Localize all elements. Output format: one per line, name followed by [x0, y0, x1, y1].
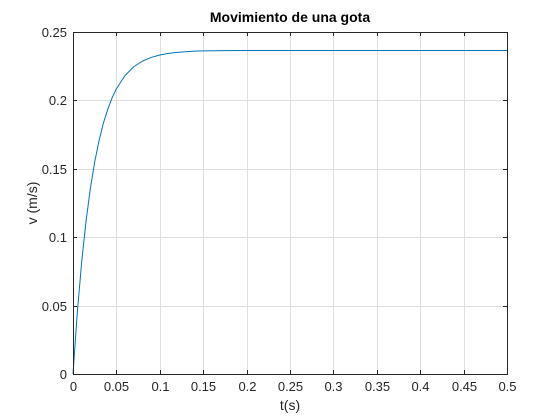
- x-axis-label: t(s): [280, 397, 300, 413]
- x-tick-label: 0.5: [498, 379, 516, 394]
- y-tick-label: 0.1: [49, 230, 67, 245]
- x-tick-labels: 0 0.05 0.1 0.15 0.2 0.25 0.3 0.35 0.4 0.45 0.5: [70, 379, 517, 394]
- x-tick-label: 0.2: [238, 379, 256, 394]
- y-tick-label: 0.25: [42, 25, 67, 40]
- grid-lines: [73, 32, 507, 374]
- y-tick-labels: 0 0.05 0.1 0.15 0.2 0.25: [42, 25, 67, 382]
- y-axis-label: v (m/s): [24, 182, 40, 225]
- y-tick-label: 0.15: [42, 162, 67, 177]
- x-tick-label: 0.25: [278, 379, 303, 394]
- x-tick-label: 0.1: [151, 379, 169, 394]
- series-line: [72, 49, 507, 375]
- x-tick-label: 0.05: [104, 379, 129, 394]
- x-tick-label: 0.15: [191, 379, 216, 394]
- x-tick-label: 0.3: [324, 379, 342, 394]
- x-tick-label: 0: [70, 379, 77, 394]
- tick-marks: [73, 32, 508, 375]
- x-tick-label: 0.45: [452, 379, 477, 394]
- y-tick-label: 0.05: [42, 299, 67, 314]
- y-tick-label: 0.2: [49, 93, 67, 108]
- x-tick-label: 0.35: [365, 379, 390, 394]
- series-group: [72, 49, 507, 375]
- x-tick-label: 0.4: [411, 379, 429, 394]
- chart-title: Movimiento de una gota: [210, 9, 370, 25]
- y-tick-label: 0: [60, 367, 67, 382]
